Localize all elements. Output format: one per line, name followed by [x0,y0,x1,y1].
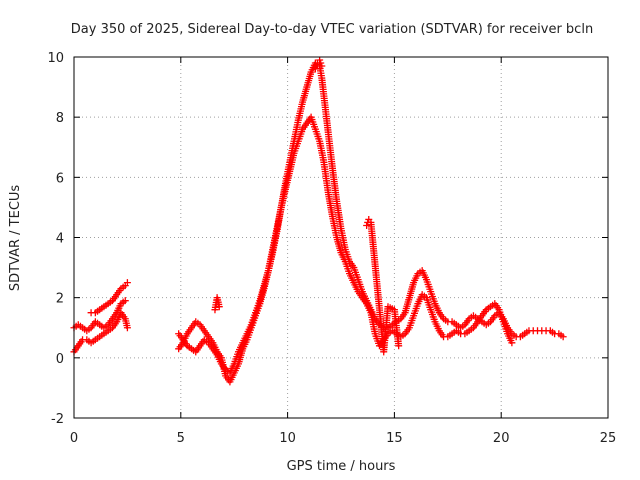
series-branch-c [87,279,131,317]
data-points [70,56,567,386]
y-tick-label: 0 [56,352,64,367]
data-point [318,62,326,70]
y-tick-label: 2 [56,292,64,307]
series-spikes [211,56,403,356]
y-tick-label: 8 [56,111,64,126]
series-branch-a [70,309,131,356]
x-tick-label: 0 [70,431,78,446]
data-point [121,297,129,305]
y-tick-label: 6 [56,171,64,186]
data-point [215,303,223,311]
chart-title: Day 350 of 2025, Sidereal Day-to-day VTE… [71,22,593,37]
x-tick-label: 5 [177,431,185,446]
data-point [559,333,567,341]
data-point [123,279,131,287]
axis-ticks: 0 5 10 15 20 25 -2 0 2 4 6 8 10 [47,51,616,446]
data-point [363,221,371,229]
data-point [311,65,319,73]
y-tick-label: 10 [47,51,64,66]
x-tick-label: 15 [386,431,403,446]
x-tick-label: 20 [493,431,510,446]
data-point [395,342,403,350]
data-point-fill [317,59,325,67]
y-tick-label: 4 [56,232,64,247]
data-point [123,324,131,332]
y-axis-label: SDTVAR / TECUs [8,185,23,292]
grid-lines [74,57,608,418]
y-tick-label: -2 [51,412,64,427]
x-tick-label: 10 [279,431,296,446]
data-point [316,56,324,64]
plot-frame [73,56,609,419]
x-axis-label: GPS time / hours [287,459,396,474]
data-point [508,339,516,347]
series-secondary [175,113,516,377]
x-tick-label: 25 [600,431,617,446]
